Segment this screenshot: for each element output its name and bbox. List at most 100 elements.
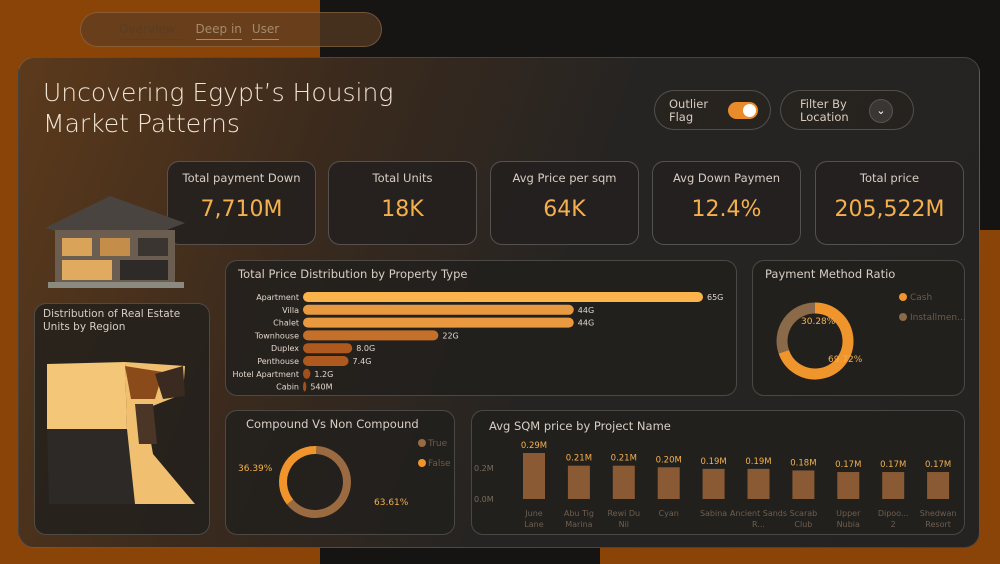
compound-donut: 36.39% 63.61% True False xyxy=(238,439,451,518)
payment-method-donut: 30.28% 69.72% Cash Installmen... xyxy=(776,293,966,380)
x-tick-label: Abu Tig Marina xyxy=(564,509,594,529)
bar-value-label: 8.0G xyxy=(356,344,375,353)
map-region xyxy=(135,404,157,444)
donut-segment xyxy=(778,302,854,380)
legend-marker xyxy=(418,439,426,447)
kpi-label: Total payment Down xyxy=(182,171,301,185)
bar-value-label: 0.17M xyxy=(925,460,951,470)
bar-category-label: Townhouse xyxy=(254,331,299,340)
bar xyxy=(523,453,545,499)
title-line: Uncovering Egypt’s Housing xyxy=(43,78,394,107)
bar xyxy=(882,472,905,499)
sqm-price-panel: Avg SQM price by Project Name 0.0M 0.2M 0.… xyxy=(471,410,965,535)
chart-title: Payment Method Ratio xyxy=(765,267,896,281)
x-tick-label: Upper Nubia xyxy=(836,509,861,529)
legend-marker xyxy=(899,293,907,301)
tab-deep-in[interactable]: Deep in xyxy=(195,20,242,40)
slice-label: 69.72% xyxy=(828,355,863,365)
map-region xyxy=(47,362,127,429)
x-tick-label: Cyan xyxy=(659,509,679,518)
bar xyxy=(927,472,950,499)
bar-value-label: 0.19M xyxy=(700,457,726,467)
toggle-label: Outlier xyxy=(669,97,709,111)
bar-value-label: 44G xyxy=(578,306,594,315)
bar-category-label: Duplex xyxy=(271,344,299,353)
x-tick-label: Ancient Sands R... xyxy=(730,509,787,529)
bar xyxy=(837,472,860,499)
tab-overview[interactable]: Overview xyxy=(119,20,186,40)
bar-value-label: 0.17M xyxy=(880,460,906,470)
kpi-card: Avg Down Paymen 12.4% xyxy=(652,161,801,245)
x-tick-label: Sabina xyxy=(700,509,727,518)
x-tick-label: Rewi Du Nil xyxy=(607,509,640,529)
bar xyxy=(747,468,770,499)
slice-label: 63.61% xyxy=(374,498,409,508)
bar xyxy=(303,343,353,354)
kpi-value: 64K xyxy=(543,197,586,222)
legend-label: Installmen... xyxy=(910,313,966,323)
bar xyxy=(303,381,307,392)
kpi-card: Total Units 18K xyxy=(328,161,477,245)
bar-category-label: Villa xyxy=(282,306,299,315)
bar-category-label: Hotel Apartment xyxy=(232,370,299,379)
legend-label: True xyxy=(427,439,448,449)
kpi-card: Total payment Down 7,710M xyxy=(167,161,316,245)
toggle-label: Flag xyxy=(669,110,694,124)
toggle-switch[interactable] xyxy=(728,102,758,119)
chart-title: Total Price Distribution by Property Typ… xyxy=(238,267,468,281)
bar-category-label: Chalet xyxy=(273,319,299,328)
slice-label: 30.28% xyxy=(801,317,836,327)
dropdown-label: Location xyxy=(800,110,849,124)
payment-method-panel: Payment Method Ratio 30.28% 69.72% Cash Ins… xyxy=(752,260,966,396)
bar-category-label: Apartment xyxy=(256,293,299,302)
legend-label: False xyxy=(428,459,451,469)
kpi-card: Avg Price per sqm 64K xyxy=(490,161,639,245)
egypt-map xyxy=(47,362,195,504)
sqm-price-bar-chart: 0.0M 0.2M 0.29M June Lane 0.21M Abu Tig Marina 0… xyxy=(474,441,957,529)
bar-value-label: 65G xyxy=(707,293,723,302)
bar xyxy=(612,465,635,499)
dropdown-label: Filter By xyxy=(800,97,847,111)
slice-label: 36.39% xyxy=(238,464,273,474)
bar-value-label: 22G xyxy=(442,331,458,340)
bar xyxy=(303,356,349,366)
y-tick-label: 0.2M xyxy=(474,464,494,473)
donut-segment xyxy=(286,446,351,518)
legend-label: Cash xyxy=(910,293,932,303)
x-tick-label: Shedwan Resort xyxy=(920,509,957,529)
x-tick-label: Scarab Club xyxy=(790,509,818,529)
title-line: Market Patterns xyxy=(43,109,240,138)
x-tick-label: June Lane xyxy=(524,509,543,529)
compound-panel: Compound Vs Non Compound 36.39% 63.61% Tru… xyxy=(225,410,455,535)
tab-user[interactable]: User xyxy=(251,20,280,40)
chart-title: Avg SQM price by Project Name xyxy=(489,419,671,433)
bar xyxy=(657,467,680,499)
kpi-value: 205,522M xyxy=(834,197,945,222)
bar xyxy=(303,368,311,379)
outlier-flag-toggle[interactable]: Outlier Flag xyxy=(654,90,771,130)
bar xyxy=(303,330,439,341)
kpi-label: Avg Price per sqm xyxy=(512,171,617,185)
property-type-chart-panel: Total Price Distribution by Property Typ… xyxy=(225,260,737,396)
kpi-label: Total price xyxy=(859,171,920,185)
chevron-down-icon[interactable]: ⌄ xyxy=(869,99,893,123)
legend-marker xyxy=(418,459,426,467)
kpi-card: Total price 205,522M xyxy=(815,161,964,245)
map-region xyxy=(47,429,135,504)
bar-category-label: Cabin xyxy=(276,383,299,392)
bar-value-label: 540M xyxy=(310,383,332,392)
kpi-value: 7,710M xyxy=(200,197,283,222)
donut-segment xyxy=(279,446,317,505)
bar-category-label: Penthouse xyxy=(257,357,299,366)
bar xyxy=(303,317,574,328)
bar-value-label: 7.4G xyxy=(353,357,372,366)
donut-segment xyxy=(776,302,816,354)
x-tick-label: Dipoo... 2 xyxy=(878,509,909,529)
kpi-value: 18K xyxy=(381,197,424,222)
map-title: Distribution of Real Estate Units by Reg… xyxy=(43,308,181,333)
kpi-value: 12.4% xyxy=(691,197,762,222)
bar xyxy=(303,304,574,315)
filter-by-location-dropdown[interactable]: Filter By Location ⌄ xyxy=(780,90,914,130)
bar-value-label: 1.2G xyxy=(314,370,333,379)
map-region xyxy=(125,366,163,399)
